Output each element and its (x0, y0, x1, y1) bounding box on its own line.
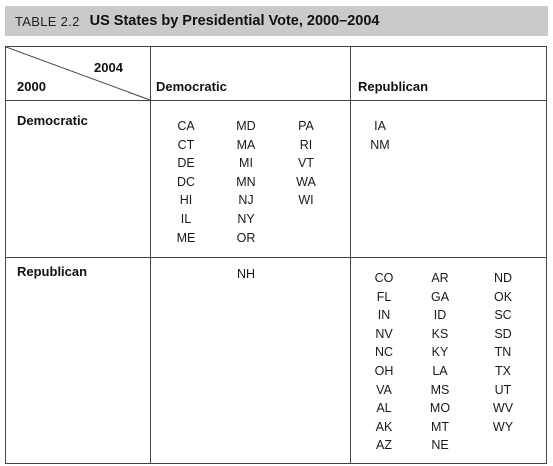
state-code: AZ (376, 438, 392, 453)
row-divider (6, 257, 546, 258)
state-code: DE (177, 156, 195, 171)
state-code: NH (236, 267, 256, 281)
state-code: VA (376, 382, 392, 397)
state-code: LA (432, 363, 448, 378)
state-code: MS (430, 382, 450, 397)
state-code: KY (431, 345, 449, 360)
table-title: US States by Presidential Vote, 2000–200… (89, 13, 380, 29)
state-code: WI (298, 193, 314, 208)
state-code: MT (430, 419, 450, 434)
state-code: NE (431, 438, 449, 453)
state-code: SC (494, 308, 512, 323)
state-code: NM (370, 137, 390, 152)
state-code: IA (374, 119, 386, 133)
table-number: TABLE 2.2 (15, 13, 80, 29)
rep-dem-column-1: NH (226, 265, 266, 284)
state-code: TX (495, 363, 511, 378)
state-code: ID (433, 308, 447, 323)
state-code: NC (374, 345, 394, 360)
state-code: NV (375, 326, 393, 341)
state-code: FL (376, 289, 392, 304)
state-code: VT (298, 156, 314, 171)
column-header-democratic: Democratic (156, 79, 227, 94)
state-code: IL (180, 211, 192, 226)
state-code: PA (298, 119, 314, 133)
state-code: CO (374, 271, 394, 285)
corner-row-year: 2000 (17, 79, 46, 94)
state-code: WV (492, 401, 514, 416)
corner-diagonal (6, 47, 151, 101)
state-code: NJ (238, 193, 254, 208)
vote-table: 2004 2000 Democratic Republican Democrat… (5, 46, 547, 464)
state-code: NY (237, 211, 255, 226)
state-code: DC (176, 174, 196, 189)
state-code: HI (179, 193, 193, 208)
dem-dem-column-1: CA CT DE DC HI IL ME (166, 117, 206, 247)
state-code: GA (430, 289, 450, 304)
state-code: RI (299, 137, 313, 152)
corner-col-year: 2004 (94, 60, 123, 75)
rep-rep-column-1: CO FL IN NV NC OH VA AL AK AZ (364, 269, 404, 455)
column-divider-2 (350, 47, 351, 463)
state-code: KS (431, 326, 449, 341)
table-title-bar: TABLE 2.2 US States by Presidential Vote… (5, 6, 548, 36)
state-code: TN (494, 345, 512, 360)
state-code: MO (429, 401, 451, 416)
rep-rep-column-3: ND OK SC SD TN TX UT WV WY (483, 269, 523, 436)
state-code: AK (375, 419, 393, 434)
row-header-democratic: Democratic (17, 113, 88, 128)
state-code: MA (236, 137, 256, 152)
dem-dem-column-3: PA RI VT WA WI (286, 117, 326, 210)
state-code: OR (236, 230, 256, 245)
state-code: AL (376, 401, 392, 416)
state-code: WY (492, 419, 514, 434)
column-divider-1 (150, 47, 151, 463)
state-code: SD (494, 326, 512, 341)
column-header-republican: Republican (358, 79, 429, 94)
state-code: WA (296, 174, 316, 189)
state-code: UT (494, 382, 512, 397)
state-code: OH (374, 363, 394, 378)
state-code: ME (176, 230, 196, 245)
dem-dem-column-2: MD MA MI MN NJ NY OR (226, 117, 266, 247)
state-code: CT (177, 137, 195, 152)
state-code: CA (177, 119, 195, 133)
state-code: IN (377, 308, 391, 323)
rep-rep-column-2: AR GA ID KS KY LA MS MO MT NE (420, 269, 460, 455)
state-code: MN (236, 174, 256, 189)
header-divider (6, 100, 546, 101)
state-code: AR (431, 271, 449, 285)
row-header-republican: Republican (17, 264, 88, 279)
state-code: MI (239, 156, 253, 171)
state-code: OK (493, 289, 513, 304)
state-code: ND (493, 271, 513, 285)
dem-rep-column-1: IA NM (360, 117, 400, 154)
state-code: MD (236, 119, 256, 133)
